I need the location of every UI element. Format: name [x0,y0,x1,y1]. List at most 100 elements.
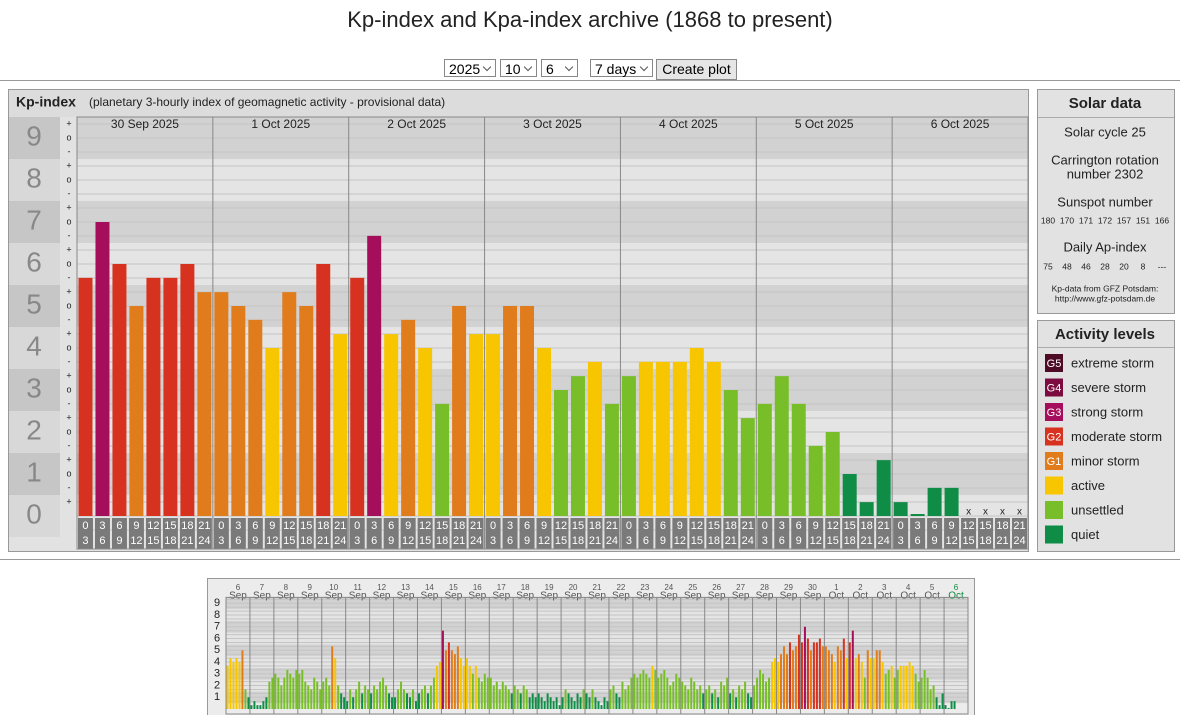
x-tick-label: 8 [284,583,289,592]
carrington: Carrington rotation [1051,152,1159,167]
bar [860,662,863,710]
sunspot-value: 172 [1098,215,1112,225]
bar [552,701,555,710]
y-tick-label: 2 [214,679,220,691]
bar [501,681,504,710]
hour-label: 3 [779,520,785,532]
hour-box [927,518,943,549]
hour-label: 3 [626,535,632,547]
legend-badge: G3 [1047,407,1062,419]
kp-panel-header [9,90,1028,117]
hour-label: 3 [507,520,513,532]
span-select[interactable]: 7 days [590,59,653,77]
x-tick-label: 12 [377,583,386,592]
x-tick-month: Sep [421,591,439,602]
bar [340,693,343,710]
bar [546,693,549,710]
bar [788,642,791,710]
bar [328,685,331,710]
x-tick-label: 11 [353,583,362,592]
hour-label: 0 [354,520,360,532]
day-select[interactable]: 6 [541,59,578,77]
y-tick-label: 6 [214,632,220,644]
hour-box [706,518,722,549]
hour-label: 9 [133,520,139,532]
bar [678,677,681,710]
x-tick-label: 30 Sep 2025 [111,117,179,131]
bar [282,292,297,516]
bar [806,638,809,710]
bar [325,677,328,710]
year-select[interactable]: 2025 [444,59,496,77]
ap-value: --- [1158,261,1167,271]
bar [927,487,942,516]
hour-box [78,518,93,549]
bar [468,665,471,710]
hour-label: 21 [334,520,346,532]
hour-box [196,518,212,549]
hour-label: 3 [898,535,904,547]
row-label-band [9,285,60,327]
bar [621,681,624,710]
bar [238,662,241,710]
bar [887,669,890,710]
y-subtick-label: - [68,230,71,240]
bar [582,689,585,710]
x-tick-month: Sep [660,591,678,602]
y-subtick-label: - [68,482,71,492]
x-tick-label: 26 [712,583,721,592]
bar [349,689,352,710]
bar [452,306,467,516]
hour-box [859,518,875,549]
bar [391,697,394,710]
hour-box [349,518,365,549]
x-tick-month: Sep [732,591,750,602]
hour-box [485,518,501,549]
missing-label: x [966,507,971,518]
bar [322,681,325,710]
bar [899,665,902,710]
bar [926,677,929,710]
month-select[interactable]: 10 [500,59,537,77]
y-subtick-label: o [66,216,71,226]
x-tick-label: 17 [497,583,506,592]
legend-swatch [1045,525,1063,544]
hour-box [638,518,654,549]
bar [732,689,735,710]
bar [292,677,295,710]
y-subtick-label: o [66,468,71,478]
y-subtick-label: o [66,174,71,184]
bar [537,693,540,710]
hour-label: 9 [541,520,547,532]
hour-label: 0 [898,520,904,532]
bar [480,681,483,710]
bar [280,685,283,710]
bar [878,650,881,710]
hour-box [655,518,671,549]
legend-badge: G1 [1047,456,1062,468]
bar [346,701,349,710]
bar [585,693,588,710]
create-plot-button[interactable]: Create plot [656,59,737,80]
y-subtick-label: o [66,426,71,436]
hour-label: 12 [283,520,295,532]
bar [486,677,489,710]
y-subtick-label: o [66,384,71,394]
y-subtick-label: + [66,328,71,338]
row-label-band [9,201,60,243]
bar [845,658,848,710]
bar [438,662,441,710]
hour-box [672,518,688,549]
hour-label: 12 [810,535,822,547]
bar [129,306,144,516]
bar [808,445,823,516]
ap-value: 28 [1100,261,1110,271]
bar [825,432,840,516]
bar [944,705,947,710]
chart-subtitle: (planetary 3-hourly index of geomagnetic… [89,95,445,109]
bar [414,701,417,710]
bar [235,658,238,710]
bar [866,650,869,710]
hour-label: 9 [796,535,802,547]
